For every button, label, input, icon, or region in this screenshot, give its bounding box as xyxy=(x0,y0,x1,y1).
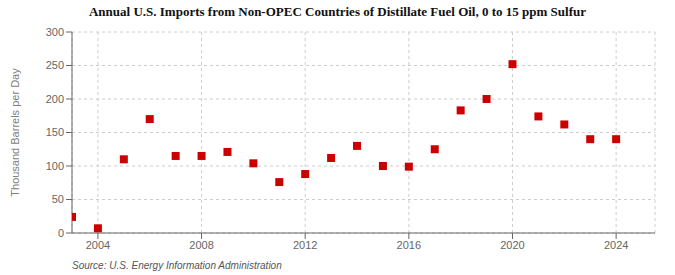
svg-text:250: 250 xyxy=(46,59,64,71)
html-text:Annual U.S. Imports from Non-O: Annual U.S. Imports from Non-OPEC Countr… xyxy=(89,4,586,19)
svg-text:2004: 2004 xyxy=(86,239,110,251)
svg-text:2008: 2008 xyxy=(189,239,213,251)
svg-text:0: 0 xyxy=(58,227,64,239)
svg-text:2016: 2016 xyxy=(397,239,421,251)
svg-text:2012: 2012 xyxy=(293,239,317,251)
svg-text:200: 200 xyxy=(46,93,64,105)
svg-text:100: 100 xyxy=(46,160,64,172)
svg-text:2020: 2020 xyxy=(500,239,524,251)
svg-text:300: 300 xyxy=(46,26,64,38)
svg-text:2024: 2024 xyxy=(604,239,628,251)
svg-text:50: 50 xyxy=(52,193,64,205)
html-text:Source: U.S. Energy Informatio: Source: U.S. Energy Information Administ… xyxy=(72,260,282,271)
svg-text:Thousand Barrels per Day: Thousand Barrels per Day xyxy=(9,68,21,197)
svg-text:150: 150 xyxy=(46,126,64,138)
